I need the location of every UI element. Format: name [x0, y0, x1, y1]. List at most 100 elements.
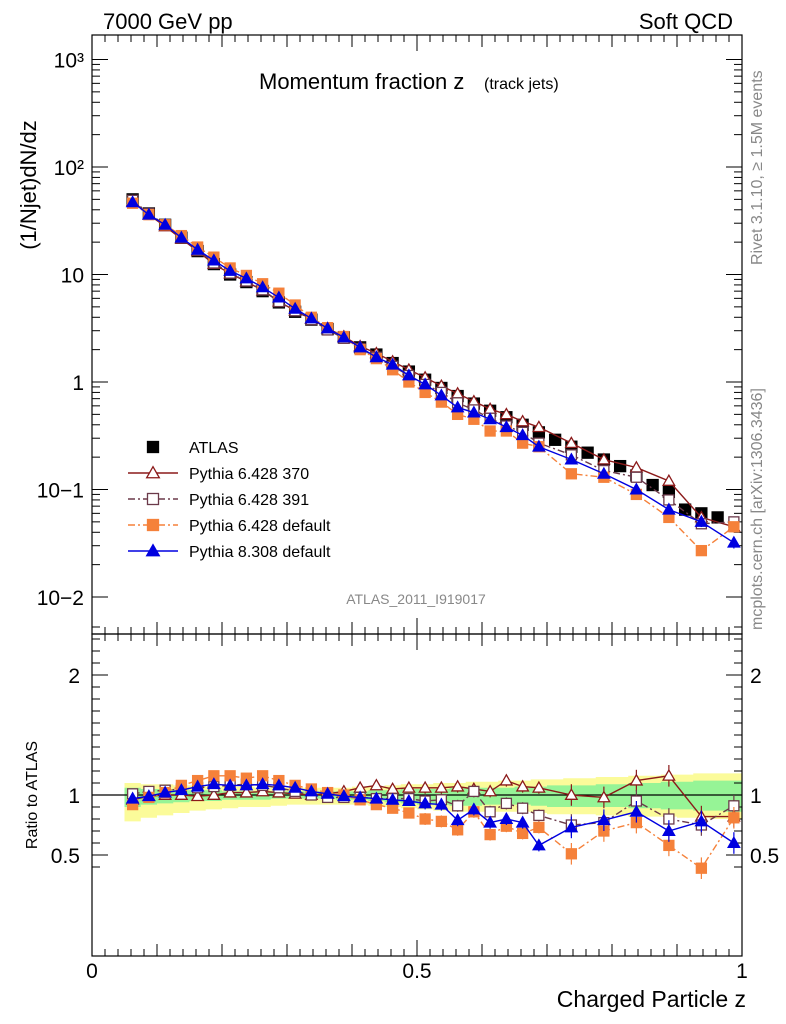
ratio-y-tick-label: 0.5 [51, 845, 80, 868]
main-data-point [434, 388, 449, 401]
ratio-data-point [450, 813, 465, 826]
legend: ATLAS Pythia 6.428 370 Pythia 6.428 391 Pyt… [128, 440, 331, 561]
main-data-point [484, 425, 496, 437]
main-data-point [499, 420, 514, 433]
main-data-point [564, 452, 579, 465]
main-data-point [694, 514, 709, 527]
mcplots-label: mcplots.cern.ch [arXiv:1306.3436] [749, 388, 766, 630]
main-data-point [711, 511, 724, 524]
ratio-data-point [190, 789, 205, 802]
main-data-point [207, 253, 221, 266]
main-data-point [239, 271, 254, 284]
ratio-data-point [369, 778, 384, 791]
main-data-point [272, 290, 286, 303]
main-data-point [565, 468, 578, 480]
ratio-data-point [419, 813, 431, 825]
ratio-y-tick-label: 1 [68, 785, 80, 808]
main-data-point [125, 195, 140, 208]
main-data-point [255, 280, 270, 293]
main-data-point [597, 452, 611, 465]
main-data-point [515, 428, 530, 441]
ratio-data-point [516, 802, 529, 814]
ratio-x-tick-label: 1 [736, 960, 748, 983]
main-data-point [499, 407, 514, 420]
main-title: Momentum fraction z [259, 69, 464, 94]
ratio-data-point [223, 778, 237, 791]
main-y-tick-label: 10−1 [37, 480, 84, 503]
main-data-point [695, 544, 708, 557]
ratio-data-point [288, 780, 302, 793]
ratio-data-point [500, 797, 513, 810]
main-data-point [564, 436, 579, 449]
ratio-data-point [142, 789, 156, 802]
main-title-sub: (track jets) [484, 76, 559, 93]
ratio-data-point [320, 786, 335, 799]
main-data-point [629, 482, 644, 495]
main-data-point [467, 405, 481, 418]
main-data-point [630, 471, 643, 483]
ratio-data-point [385, 792, 400, 805]
main-data-point [728, 521, 740, 533]
main-data-point [483, 412, 497, 425]
header-left: 7000 GeV pp [103, 9, 233, 34]
main-data-point [597, 466, 611, 479]
ratio-y-tick-label-right: 1 [750, 785, 762, 808]
main-data-point [385, 357, 400, 370]
ratio-data-point [418, 780, 432, 793]
main-data-point [190, 242, 205, 255]
ratio-data-point [304, 784, 319, 797]
ratio-y-tick-label-right: 2 [750, 665, 762, 688]
main-data-point [337, 330, 351, 343]
ratio-data-point [532, 780, 546, 793]
ratio-data-point [451, 800, 464, 812]
ratio-y-tick-label: 2 [68, 665, 80, 688]
ratio-data-point [515, 815, 530, 828]
main-data-point [142, 207, 156, 220]
legend-entry-pythia-8-308-default: Pythia 8.308 default [128, 543, 331, 561]
main-data-point [581, 446, 594, 459]
main-data-point [320, 321, 335, 334]
ratio-data-point [663, 839, 675, 852]
ratio-data-point [597, 790, 611, 803]
main-data-point [369, 350, 384, 363]
legend-entry-pythia-6-428-391: Pythia 6.428 391 [128, 492, 309, 509]
ratio-data-layer [125, 765, 741, 879]
ratio-panel: 0.5 0.5 1 1 2 2 0 0.5 1 Ratio to ATLAS Charged P… [24, 626, 779, 1012]
main-data-point [174, 230, 189, 243]
ratio-data-point [533, 809, 545, 822]
ratio-y-axis-label: Ratio to ATLAS [24, 741, 41, 849]
ratio-data-point [450, 779, 465, 792]
main-data-point [515, 414, 530, 427]
legend-marker [145, 543, 161, 557]
main-axes-ticks: 10−2 10−1 1 10 10² 10³ [37, 35, 743, 634]
main-data-point [662, 502, 676, 515]
ratio-data-point [662, 768, 676, 781]
ratio-data-point [434, 780, 449, 793]
ratio-uncertainty-bands [124, 773, 742, 822]
ratio-data-point [451, 824, 464, 836]
ratio-data-point [207, 787, 221, 800]
ratio-data-point [418, 796, 432, 809]
ratio-data-point [435, 815, 448, 828]
ratio-data-point [483, 815, 497, 828]
ratio-data-point [207, 777, 221, 790]
legend-label: Pythia 6.428 370 [189, 466, 309, 483]
ratio-data-point [402, 780, 416, 793]
ratio-data-point [467, 802, 481, 815]
ratio-data-point [239, 778, 254, 791]
ratio-series-pythia-8-308-default [125, 777, 741, 854]
ratio-data-point [533, 821, 545, 834]
ratio-data-point [597, 813, 611, 826]
ratio-data-point [499, 811, 514, 824]
main-data-point [532, 420, 546, 433]
analysis-id-label: ATLAS_2011_I919017 [346, 591, 486, 607]
x-axis-label: Charged Particle z [557, 986, 746, 1012]
legend-marker [146, 440, 160, 454]
ratio-band-1sigma [124, 780, 742, 812]
ratio-data-point [515, 779, 530, 792]
ratio-data-point [158, 785, 172, 798]
ratio-data-point [564, 787, 579, 800]
ratio-data-point [484, 806, 496, 818]
ratio-data-point [532, 838, 546, 851]
